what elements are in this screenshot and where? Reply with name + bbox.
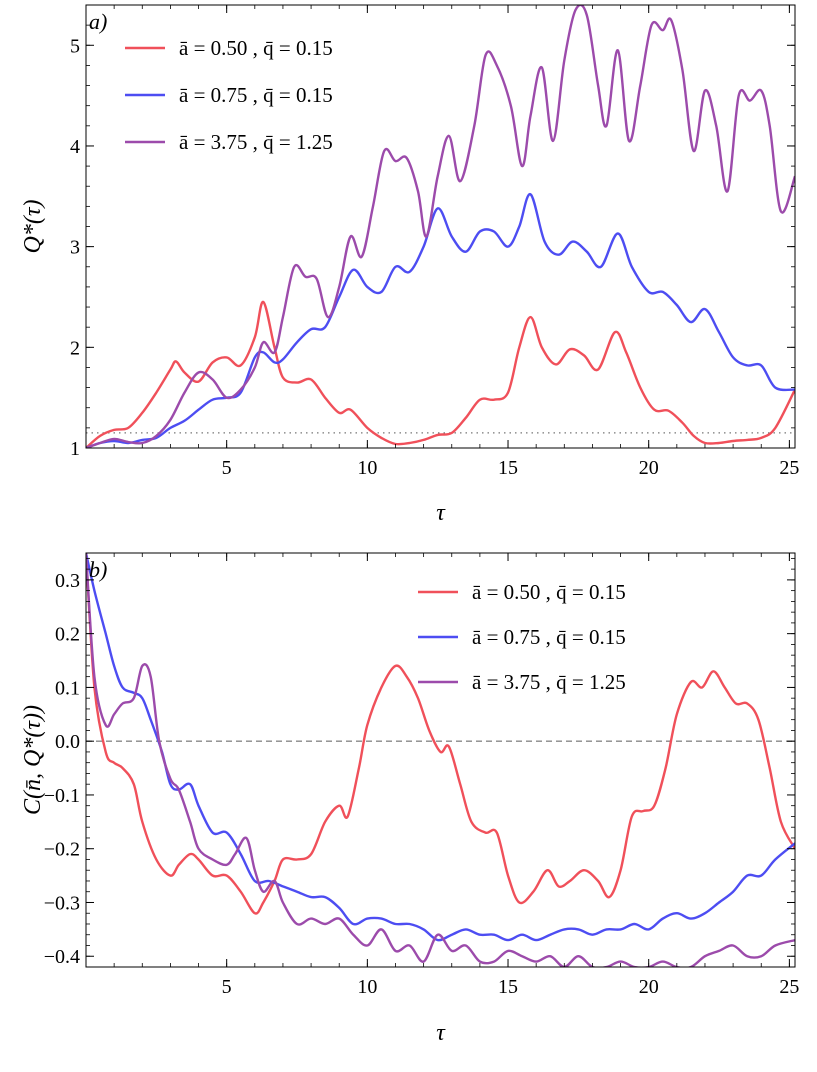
legend-label-2: ā = 0.75 , q̄ = 0.15 — [472, 625, 626, 649]
plot-frame — [85, 4, 796, 449]
legend-label-3: ā = 3.75 , q̄ = 1.25 — [179, 130, 333, 154]
panel-label: b) — [89, 557, 107, 582]
legend-label-1: ā = 0.50 , q̄ = 0.15 — [179, 36, 333, 60]
x-tick-label: 20 — [639, 457, 659, 479]
y-axis-title: Q*(τ) — [20, 200, 46, 254]
y-tick-label: 4 — [70, 136, 80, 158]
y-tick-label: 0.0 — [55, 731, 80, 753]
y-tick-label: 5 — [70, 35, 80, 57]
x-tick-label: 5 — [222, 457, 232, 479]
legend-label-2: ā = 0.75 , q̄ = 0.15 — [179, 83, 333, 107]
x-tick-label: 10 — [357, 457, 377, 479]
x-tick-label: 5 — [222, 976, 232, 998]
y-tick-label: 0.1 — [55, 677, 80, 699]
legend-label-1: ā = 0.50 , q̄ = 0.15 — [472, 580, 626, 604]
y-tick-label: −0.3 — [44, 892, 80, 914]
y-tick-label: 1 — [70, 438, 80, 460]
series-line-1 — [86, 300, 795, 448]
series-line-2 — [86, 553, 795, 942]
series-line-3 — [86, 5, 795, 448]
x-tick-label: 25 — [779, 457, 799, 479]
panel-b: 5 10 15 20 25 0.3 0.2 0.1 0.0 −0.1 −0.2 −0.3 −0.4 τ C(… — [20, 552, 799, 1046]
plot-frame — [85, 552, 796, 968]
series-line-3 — [86, 553, 795, 967]
x-tick-label: 15 — [498, 457, 518, 479]
panel-a: 5 10 15 20 25 1 2 3 4 5 τ Q*(τ) a) ā = 0.50 , q̄ = 0.… — [20, 4, 799, 526]
y-tick-label: −0.4 — [44, 946, 80, 968]
x-axis-title: τ — [436, 500, 446, 526]
series-line-1 — [86, 553, 795, 915]
y-tick-label: 3 — [70, 237, 80, 259]
y-tick-label: 0.3 — [55, 570, 80, 592]
legend-label-3: ā = 3.75 , q̄ = 1.25 — [472, 670, 626, 694]
panel-label: a) — [89, 9, 107, 34]
x-axis-title: τ — [436, 1020, 446, 1046]
x-tick-label: 25 — [779, 976, 799, 998]
y-tick-label: −0.2 — [44, 839, 80, 861]
y-tick-label: 2 — [70, 337, 80, 359]
y-tick-label: 0.2 — [55, 624, 80, 646]
x-tick-label: 15 — [498, 976, 518, 998]
y-axis-title: C(n̄, Q*(τ)) — [20, 705, 46, 815]
x-tick-label: 10 — [357, 976, 377, 998]
y-tick-label: −0.1 — [44, 785, 80, 807]
series-line-2 — [86, 193, 795, 448]
x-tick-label: 20 — [639, 976, 659, 998]
